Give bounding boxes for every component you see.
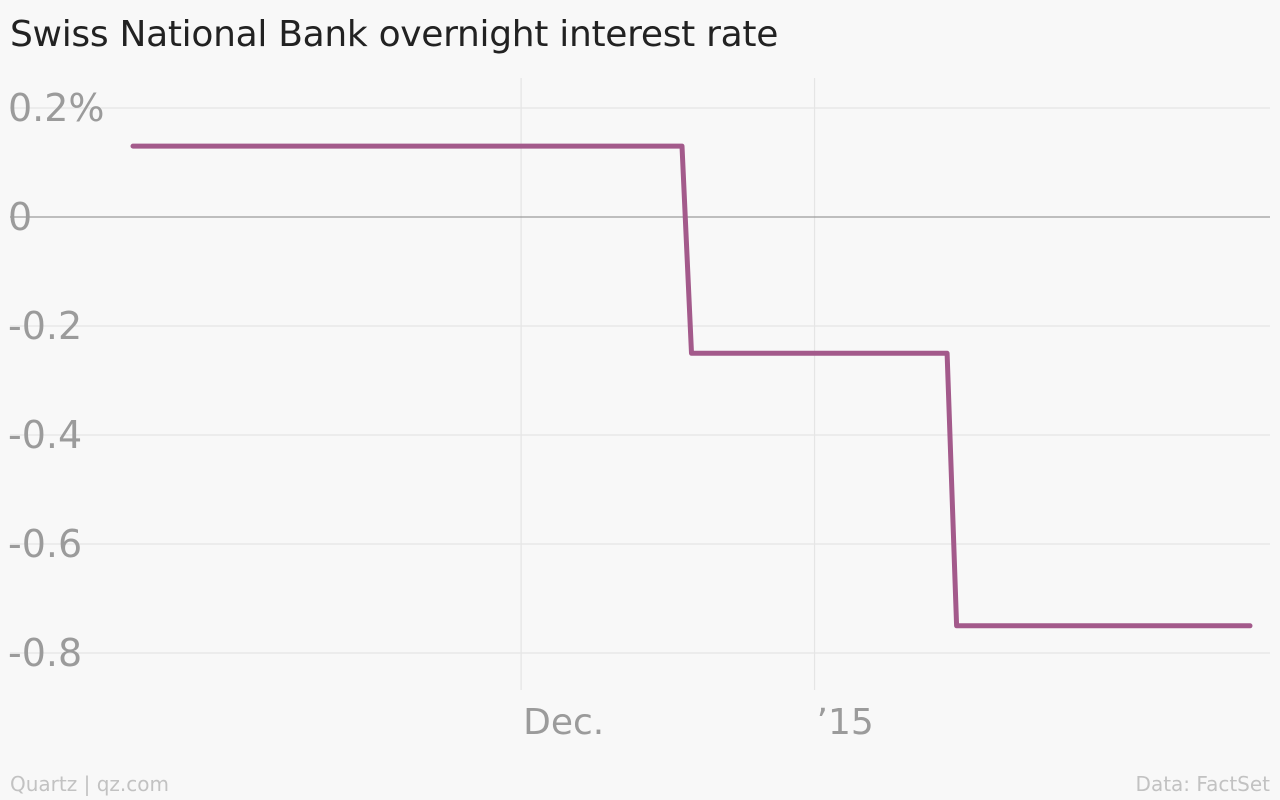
x-tick-label: ’15 xyxy=(817,702,874,743)
series-line-0 xyxy=(130,143,1253,629)
y-tick-label: -0.2 xyxy=(8,304,82,348)
series-layer xyxy=(130,143,1253,629)
label-layer: 0.2% 0 -0.2 -0.4 -0.6 -0.8 Dec. ’15 xyxy=(8,86,874,743)
footer-credit: Quartz | qz.com xyxy=(10,772,169,796)
y-tick-label: 0.2% xyxy=(8,86,105,130)
x-tick-label: Dec. xyxy=(523,702,604,743)
grid-layer xyxy=(10,78,1270,690)
chart-title: Swiss National Bank overnight interest r… xyxy=(10,14,779,55)
y-tick-label: -0.6 xyxy=(8,522,82,566)
footer-source: Data: FactSet xyxy=(1135,772,1270,796)
y-tick-label: 0 xyxy=(8,195,32,239)
y-tick-label: -0.8 xyxy=(8,631,82,675)
y-tick-label: -0.4 xyxy=(8,413,82,457)
